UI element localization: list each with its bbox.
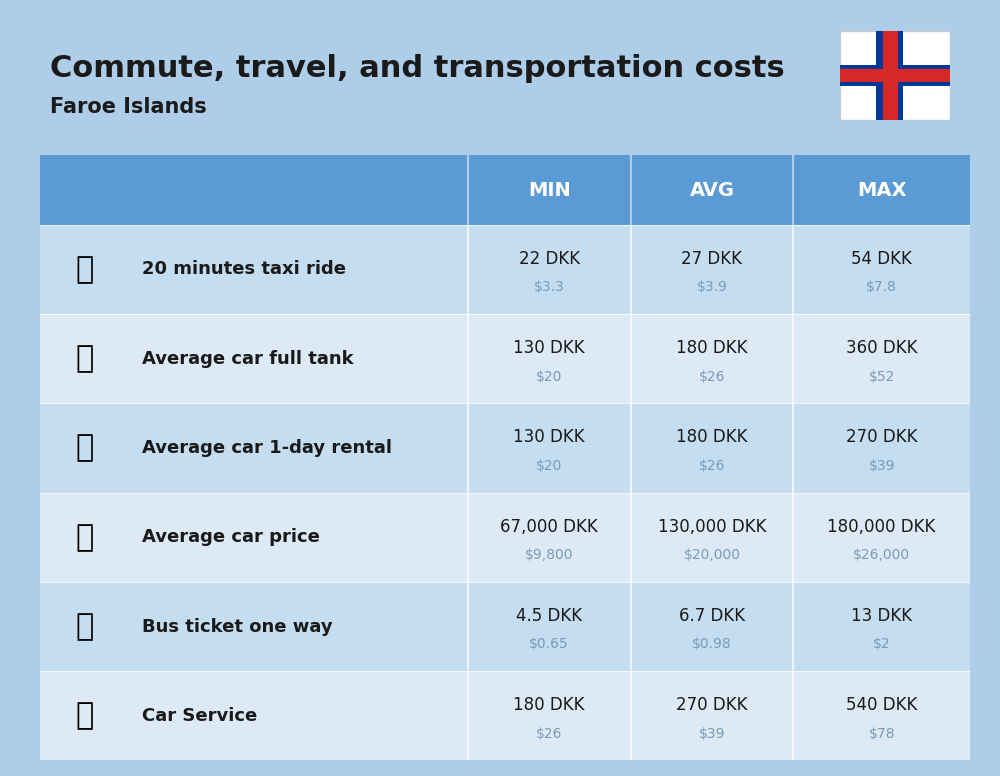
Text: 🚌: 🚌 bbox=[75, 612, 93, 641]
Text: 180,000 DKK: 180,000 DKK bbox=[827, 518, 936, 535]
Text: 180 DKK: 180 DKK bbox=[513, 696, 585, 714]
Text: $78: $78 bbox=[868, 726, 895, 741]
Text: $7.8: $7.8 bbox=[866, 280, 897, 294]
Text: 270 DKK: 270 DKK bbox=[676, 696, 748, 714]
Text: 4.5 DKK: 4.5 DKK bbox=[516, 607, 582, 625]
Text: ⛽: ⛽ bbox=[75, 345, 93, 373]
Text: 27 DKK: 27 DKK bbox=[681, 250, 742, 268]
Text: 🚙: 🚙 bbox=[75, 434, 93, 462]
FancyBboxPatch shape bbox=[40, 225, 970, 314]
Text: $2: $2 bbox=[873, 637, 890, 651]
FancyBboxPatch shape bbox=[840, 31, 950, 120]
Text: 13 DKK: 13 DKK bbox=[851, 607, 912, 625]
Text: 🚕: 🚕 bbox=[75, 255, 93, 284]
FancyBboxPatch shape bbox=[40, 155, 970, 225]
Text: $3.9: $3.9 bbox=[696, 280, 727, 294]
Text: $3.3: $3.3 bbox=[534, 280, 565, 294]
Text: Faroe Islands: Faroe Islands bbox=[50, 97, 207, 117]
Text: MIN: MIN bbox=[528, 181, 571, 199]
Text: $39: $39 bbox=[868, 459, 895, 473]
Bar bbox=[883, 31, 898, 120]
Text: 20 minutes taxi ride: 20 minutes taxi ride bbox=[142, 261, 346, 279]
Text: $26: $26 bbox=[699, 369, 725, 383]
Text: $52: $52 bbox=[868, 369, 895, 383]
Text: $20: $20 bbox=[536, 459, 562, 473]
Text: $39: $39 bbox=[699, 726, 725, 741]
Text: 360 DKK: 360 DKK bbox=[846, 339, 917, 357]
Text: 130 DKK: 130 DKK bbox=[513, 428, 585, 446]
Text: 540 DKK: 540 DKK bbox=[846, 696, 917, 714]
Text: Car Service: Car Service bbox=[142, 707, 258, 725]
Bar bbox=[876, 31, 903, 120]
Text: $26,000: $26,000 bbox=[853, 548, 910, 562]
Text: 🚗: 🚗 bbox=[75, 523, 93, 552]
FancyBboxPatch shape bbox=[40, 671, 970, 760]
Text: 130 DKK: 130 DKK bbox=[513, 339, 585, 357]
Text: AVG: AVG bbox=[689, 181, 734, 199]
FancyBboxPatch shape bbox=[40, 582, 970, 671]
Text: 270 DKK: 270 DKK bbox=[846, 428, 917, 446]
Text: 🔧: 🔧 bbox=[75, 702, 93, 730]
Text: $26: $26 bbox=[536, 726, 562, 741]
Text: $0.65: $0.65 bbox=[529, 637, 569, 651]
Text: 67,000 DKK: 67,000 DKK bbox=[500, 518, 598, 535]
Text: $20: $20 bbox=[536, 369, 562, 383]
Text: Commute, travel, and transportation costs: Commute, travel, and transportation cost… bbox=[50, 54, 785, 83]
Text: Average car price: Average car price bbox=[142, 528, 320, 546]
Text: $26: $26 bbox=[699, 459, 725, 473]
Text: Average car full tank: Average car full tank bbox=[142, 350, 354, 368]
Text: $0.98: $0.98 bbox=[692, 637, 732, 651]
Text: 22 DKK: 22 DKK bbox=[519, 250, 580, 268]
FancyBboxPatch shape bbox=[40, 493, 970, 582]
Text: 6.7 DKK: 6.7 DKK bbox=[679, 607, 745, 625]
Text: $9,800: $9,800 bbox=[525, 548, 573, 562]
Text: 180 DKK: 180 DKK bbox=[676, 339, 748, 357]
Bar bbox=[840, 69, 950, 82]
Text: Average car 1-day rental: Average car 1-day rental bbox=[142, 439, 392, 457]
Bar bbox=[840, 65, 950, 86]
Text: $20,000: $20,000 bbox=[683, 548, 740, 562]
Text: 180 DKK: 180 DKK bbox=[676, 428, 748, 446]
Text: Bus ticket one way: Bus ticket one way bbox=[142, 618, 333, 636]
FancyBboxPatch shape bbox=[40, 314, 970, 404]
Text: 54 DKK: 54 DKK bbox=[851, 250, 912, 268]
FancyBboxPatch shape bbox=[40, 404, 970, 493]
Text: 130,000 DKK: 130,000 DKK bbox=[658, 518, 766, 535]
Text: MAX: MAX bbox=[857, 181, 906, 199]
